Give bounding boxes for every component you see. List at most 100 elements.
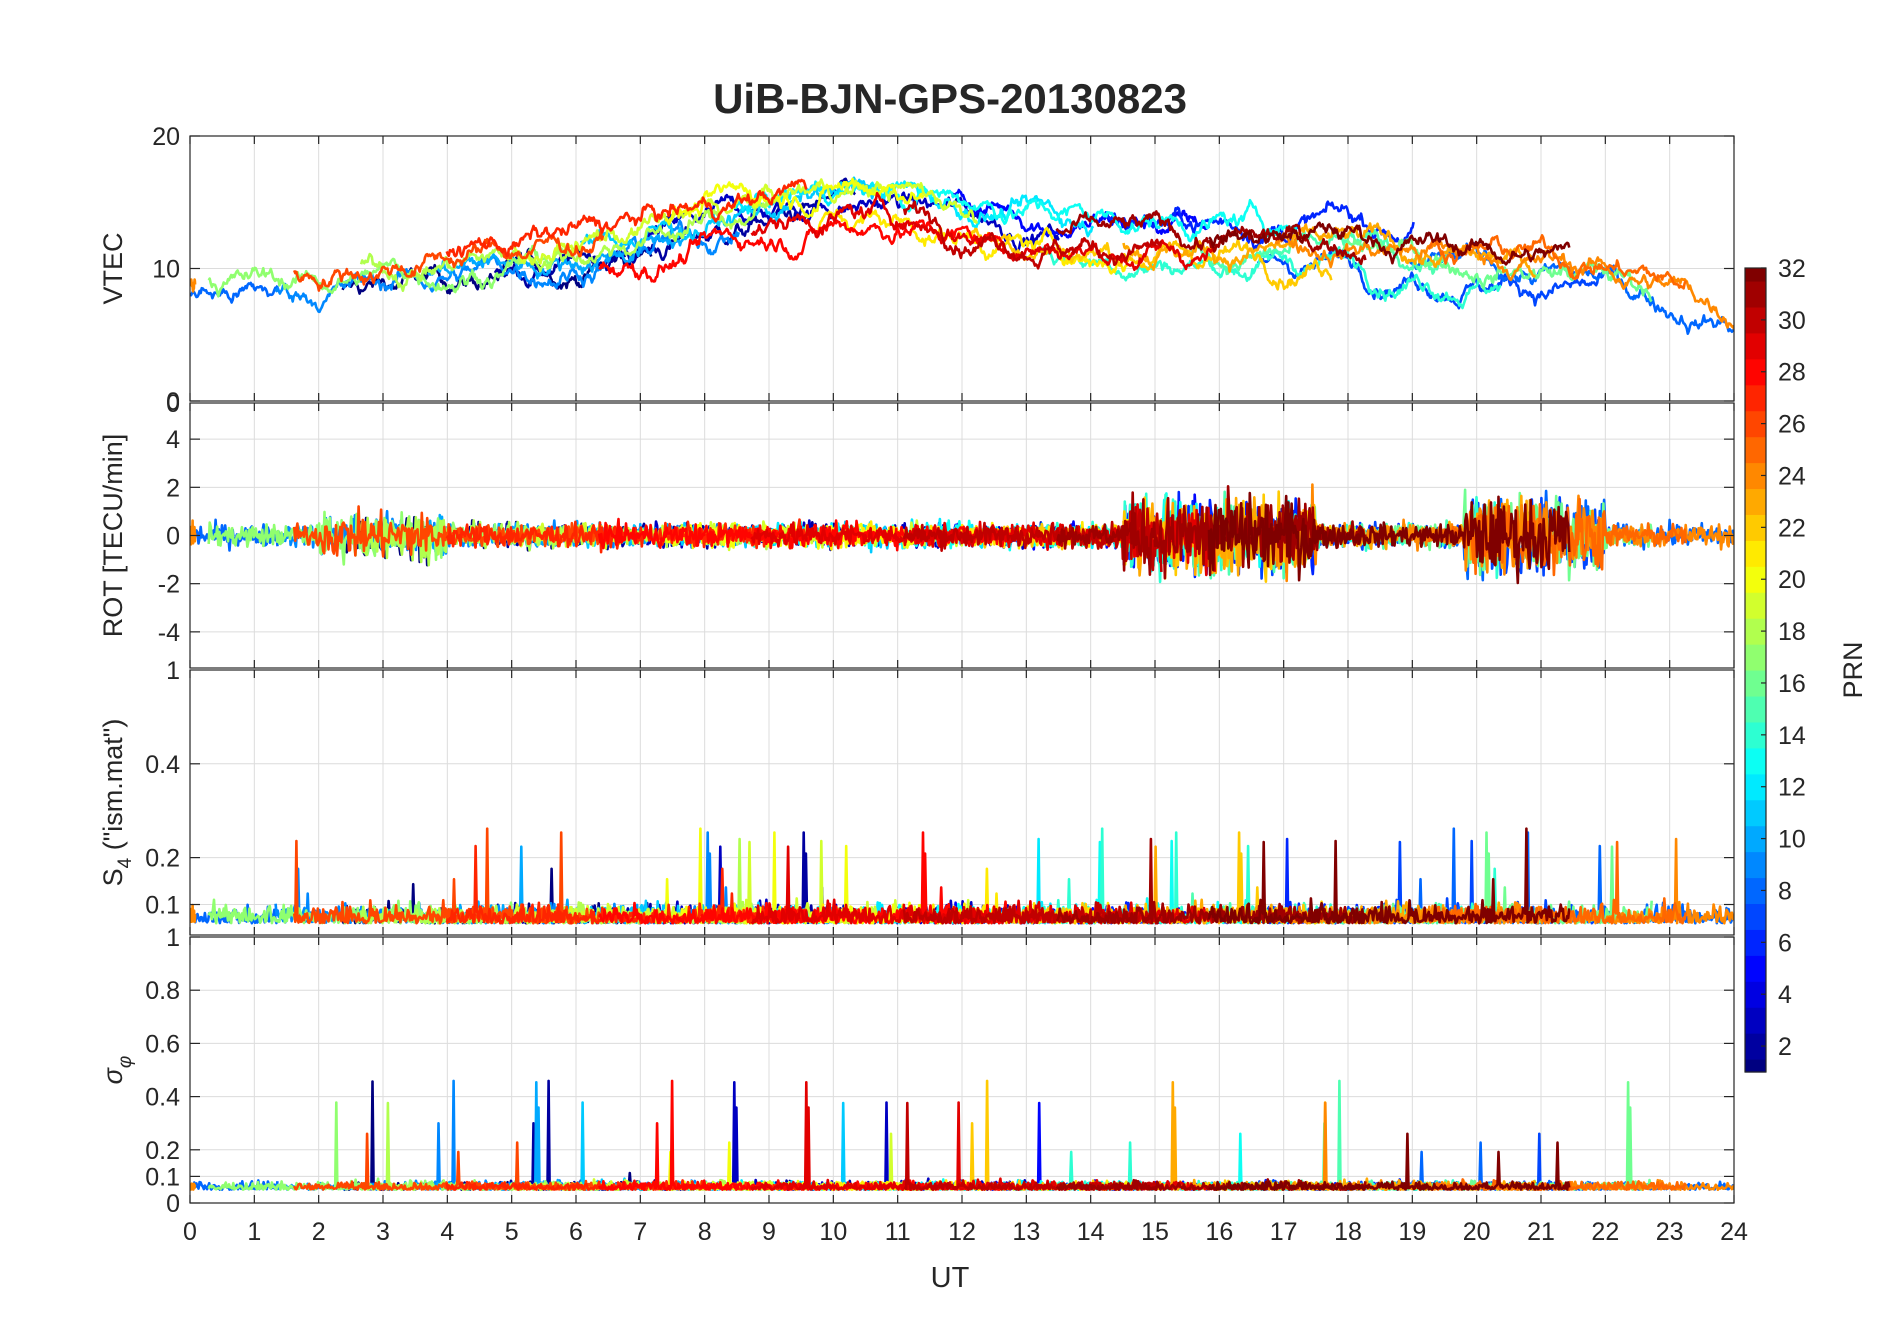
y-tick-label: 0.4 (145, 1084, 180, 1112)
colorbar-swatch (1745, 332, 1766, 360)
x-tick-label: 19 (1398, 1218, 1426, 1246)
series-line-prn-3 (646, 1081, 1061, 1191)
colorbar-swatch (1745, 773, 1766, 801)
panel-vtec: 0 10 20 VTEC (98, 123, 1735, 416)
colorbar-swatch (1745, 1059, 1766, 1073)
colorbar-swatch (1745, 695, 1766, 723)
y-tick-label: 0.2 (145, 845, 180, 873)
colorbar-swatch (1745, 540, 1766, 567)
colorbar-tick-label: 4 (1778, 981, 1792, 1009)
x-tick-label: 12 (948, 1218, 976, 1246)
colorbar-swatch (1745, 280, 1766, 308)
x-tick-label: 22 (1591, 1218, 1619, 1246)
colorbar-swatch (1745, 1007, 1766, 1034)
series-line-prn-24 (190, 278, 197, 293)
series-line-prn-2 (494, 1079, 857, 1191)
series-line-prn-22 (969, 1079, 1332, 1191)
x-tick-label: 17 (1270, 1218, 1298, 1246)
chart-title: UiB-BJN-GPS-20130823 (713, 75, 1187, 122)
y-tick-label: 0.1 (145, 1163, 180, 1191)
series-line-prn-20 (665, 177, 925, 225)
colorbar-tick-label: 16 (1778, 670, 1806, 698)
x-tick-label: 15 (1141, 1218, 1169, 1246)
series-line-prn-23 (1123, 1081, 1537, 1191)
series-line-prn-30 (902, 505, 1163, 572)
series-line-prn-31 (1055, 210, 1367, 266)
y-axis-label-rot: ROT [TECU/min] (98, 434, 128, 638)
grid-sigma_phi (189, 936, 1735, 1204)
series-line-prn-32 (1208, 1132, 1571, 1191)
series-vtec (190, 176, 1734, 336)
grid-s4 (189, 670, 1735, 935)
x-tick-label: 4 (440, 1218, 454, 1246)
series-line-prn-24 (190, 519, 197, 546)
colorbar-tick-label: 32 (1778, 255, 1806, 283)
y-axis-label-s4: S4 ("ism.mat") (98, 719, 136, 887)
series-line-prn-27 (445, 178, 808, 258)
x-tick-label: 8 (698, 1218, 712, 1246)
series-line-prn-22 (970, 227, 1333, 291)
colorbar-tick-label: 8 (1778, 877, 1792, 905)
series-line-prn-29 (750, 1081, 1216, 1191)
series-line-prn-26 (292, 827, 605, 925)
series-rot (190, 483, 1734, 585)
y-tick-label: 0.4 (145, 751, 180, 779)
panel-s4: 0.1 0.2 0.4 1 S4 ("ism.mat") (98, 657, 1735, 936)
colorbar-swatch (1745, 955, 1766, 982)
series-line-prn-24 (190, 903, 197, 924)
y-tick-label: 2 (166, 474, 180, 502)
series-line-prn-10 (427, 1081, 687, 1191)
colorbar-swatch (1745, 488, 1766, 515)
x-tick-label: 2 (312, 1218, 326, 1246)
colorbar-swatch (1745, 929, 1766, 956)
x-tick-label: 16 (1205, 1218, 1233, 1246)
y-tick-label-top: 0 (166, 390, 180, 418)
x-tick-label: 7 (633, 1218, 647, 1246)
colorbar-tick-label: 6 (1778, 929, 1792, 957)
colorbar-swatch (1745, 592, 1766, 619)
y-axis-label-vtec: VTEC (98, 232, 128, 304)
series-line-prn-17 (207, 244, 570, 298)
colorbar-swatch (1745, 358, 1766, 386)
series-line-prn-11 (579, 176, 890, 250)
colorbar-swatch (1745, 514, 1766, 541)
colorbar-swatch (1745, 877, 1766, 905)
x-tick-label: 24 (1720, 1218, 1748, 1246)
colorbar-swatch (1745, 981, 1766, 1008)
y-tick-label-top: 1 (166, 657, 180, 685)
colorbar-swatch (1745, 747, 1766, 775)
colorbar-swatch (1745, 306, 1766, 334)
series-line-prn-26 (292, 230, 605, 292)
y-axis-label-sigma_phi: σφ (98, 1056, 136, 1085)
colorbar-swatch (1745, 566, 1766, 593)
y-tick-label: -2 (158, 571, 180, 599)
series-line-prn-8 (190, 281, 279, 304)
series-line-prn-30 (902, 200, 1163, 270)
colorbar-swatch (1745, 462, 1766, 490)
colorbar-tick-label: 30 (1778, 307, 1806, 335)
y-tick-label: 0.8 (145, 977, 180, 1005)
x-tick-label: 20 (1463, 1218, 1491, 1246)
x-tick-label: 18 (1334, 1218, 1362, 1246)
colorbar-swatch (1745, 410, 1766, 438)
x-tick-label: 21 (1527, 1218, 1555, 1246)
colorbar-swatch (1745, 903, 1766, 930)
series-line-prn-32 (1207, 827, 1571, 925)
y-tick-label: 10 (152, 256, 180, 284)
colorbar-swatch (1745, 670, 1766, 697)
x-tick-label: 5 (505, 1218, 519, 1246)
colorbar-tick-label: 22 (1778, 514, 1806, 542)
x-tick-label: 6 (569, 1218, 583, 1246)
y-tick-label: 0 (166, 1190, 180, 1218)
colorbar-tick-label: 20 (1778, 566, 1806, 594)
x-axis-label: UT (931, 1262, 970, 1294)
colorbar-tick-label: 24 (1778, 462, 1806, 490)
x-tick-label: 0 (183, 1218, 197, 1246)
colorbar-swatch (1745, 721, 1766, 749)
y-tick-label: 0.6 (145, 1030, 180, 1058)
colorbar-tick-label: 26 (1778, 411, 1806, 439)
colorbar-tick-label: 12 (1778, 774, 1806, 802)
series-line-prn-7 (1256, 245, 1619, 310)
x-tick-label: 11 (885, 1218, 911, 1246)
